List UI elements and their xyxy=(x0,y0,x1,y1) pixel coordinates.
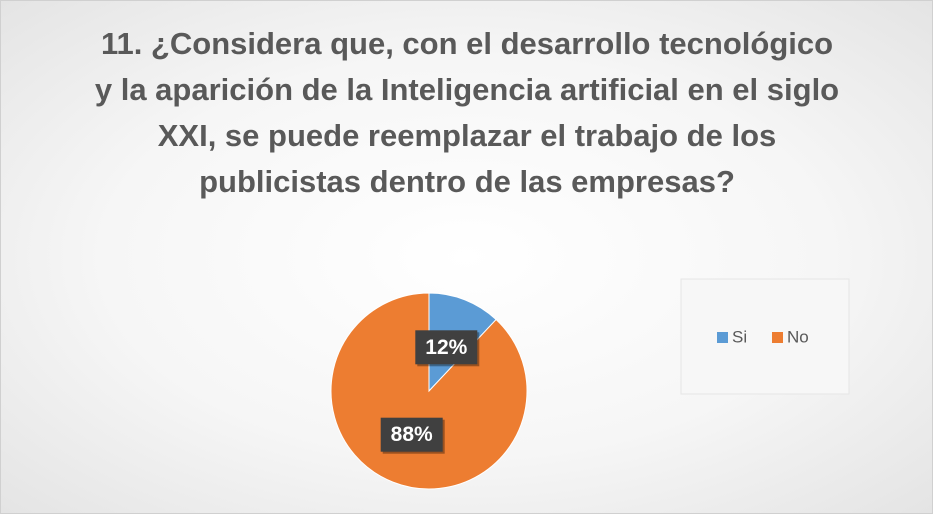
legend-label: Si xyxy=(732,327,747,346)
data-label-box xyxy=(415,330,478,365)
legend-label: No xyxy=(787,327,809,346)
chart-title: 11. ¿Considera que, con el desarrollo te… xyxy=(94,26,840,199)
pie-slice xyxy=(330,292,528,490)
data-label-box xyxy=(380,417,443,452)
data-label: 12% xyxy=(425,336,467,359)
legend-swatch xyxy=(772,332,783,343)
legend-box xyxy=(680,278,850,395)
legend-swatch xyxy=(717,332,728,343)
data-label: 88% xyxy=(391,423,433,446)
